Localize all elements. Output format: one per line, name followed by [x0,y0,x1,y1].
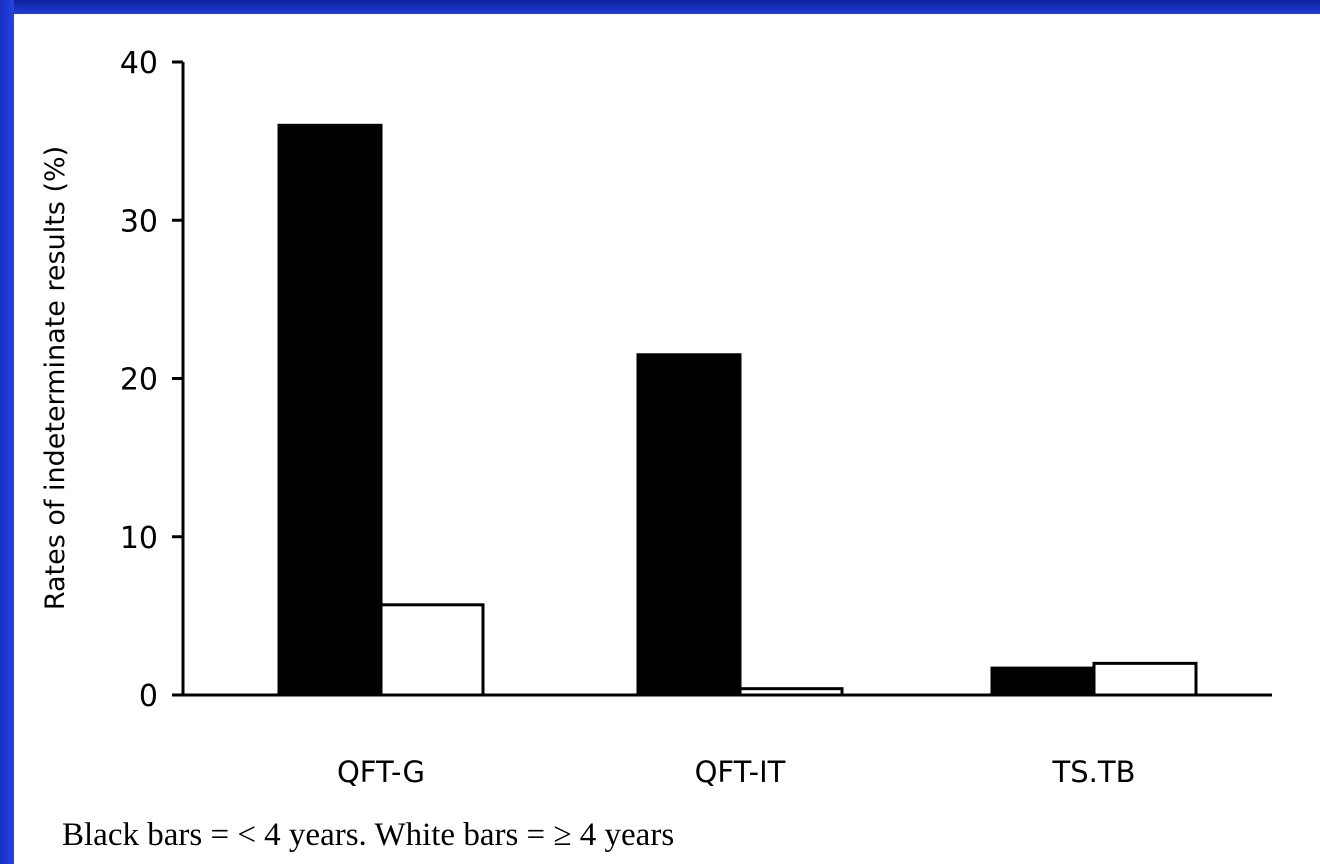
x-category-label: TS.TB [1052,755,1136,789]
x-category-label: QFT-G [337,755,425,789]
x-axis-labels: QFT-G QFT-IT TS.TB [337,755,1136,789]
plot-area [173,62,1272,697]
bar-under-4-ts-tb [990,666,1096,697]
bar-under-4-qft-g [277,123,383,697]
slide-frame-top [0,0,1320,14]
y-tick-label: 30 [120,204,158,239]
bar-4-and-over-ts-tb [1092,661,1198,697]
y-axis-ticks: 0 10 20 30 40 [120,46,183,714]
y-tick-label: 0 [139,679,158,714]
y-axis-title: Rates of indeterminate results (%) [40,146,71,610]
slide-frame-left [0,0,14,864]
bar-under-4-qft-it [636,353,742,697]
bar-4-and-over-qft-g [379,603,485,697]
y-tick-label: 40 [120,46,158,81]
x-category-label: QFT-IT [695,755,786,789]
y-tick-label: 10 [120,521,158,556]
y-tick-label: 20 [120,363,158,398]
legend-caption: Black bars = < 4 years. White bars = ≥ 4… [62,817,675,853]
